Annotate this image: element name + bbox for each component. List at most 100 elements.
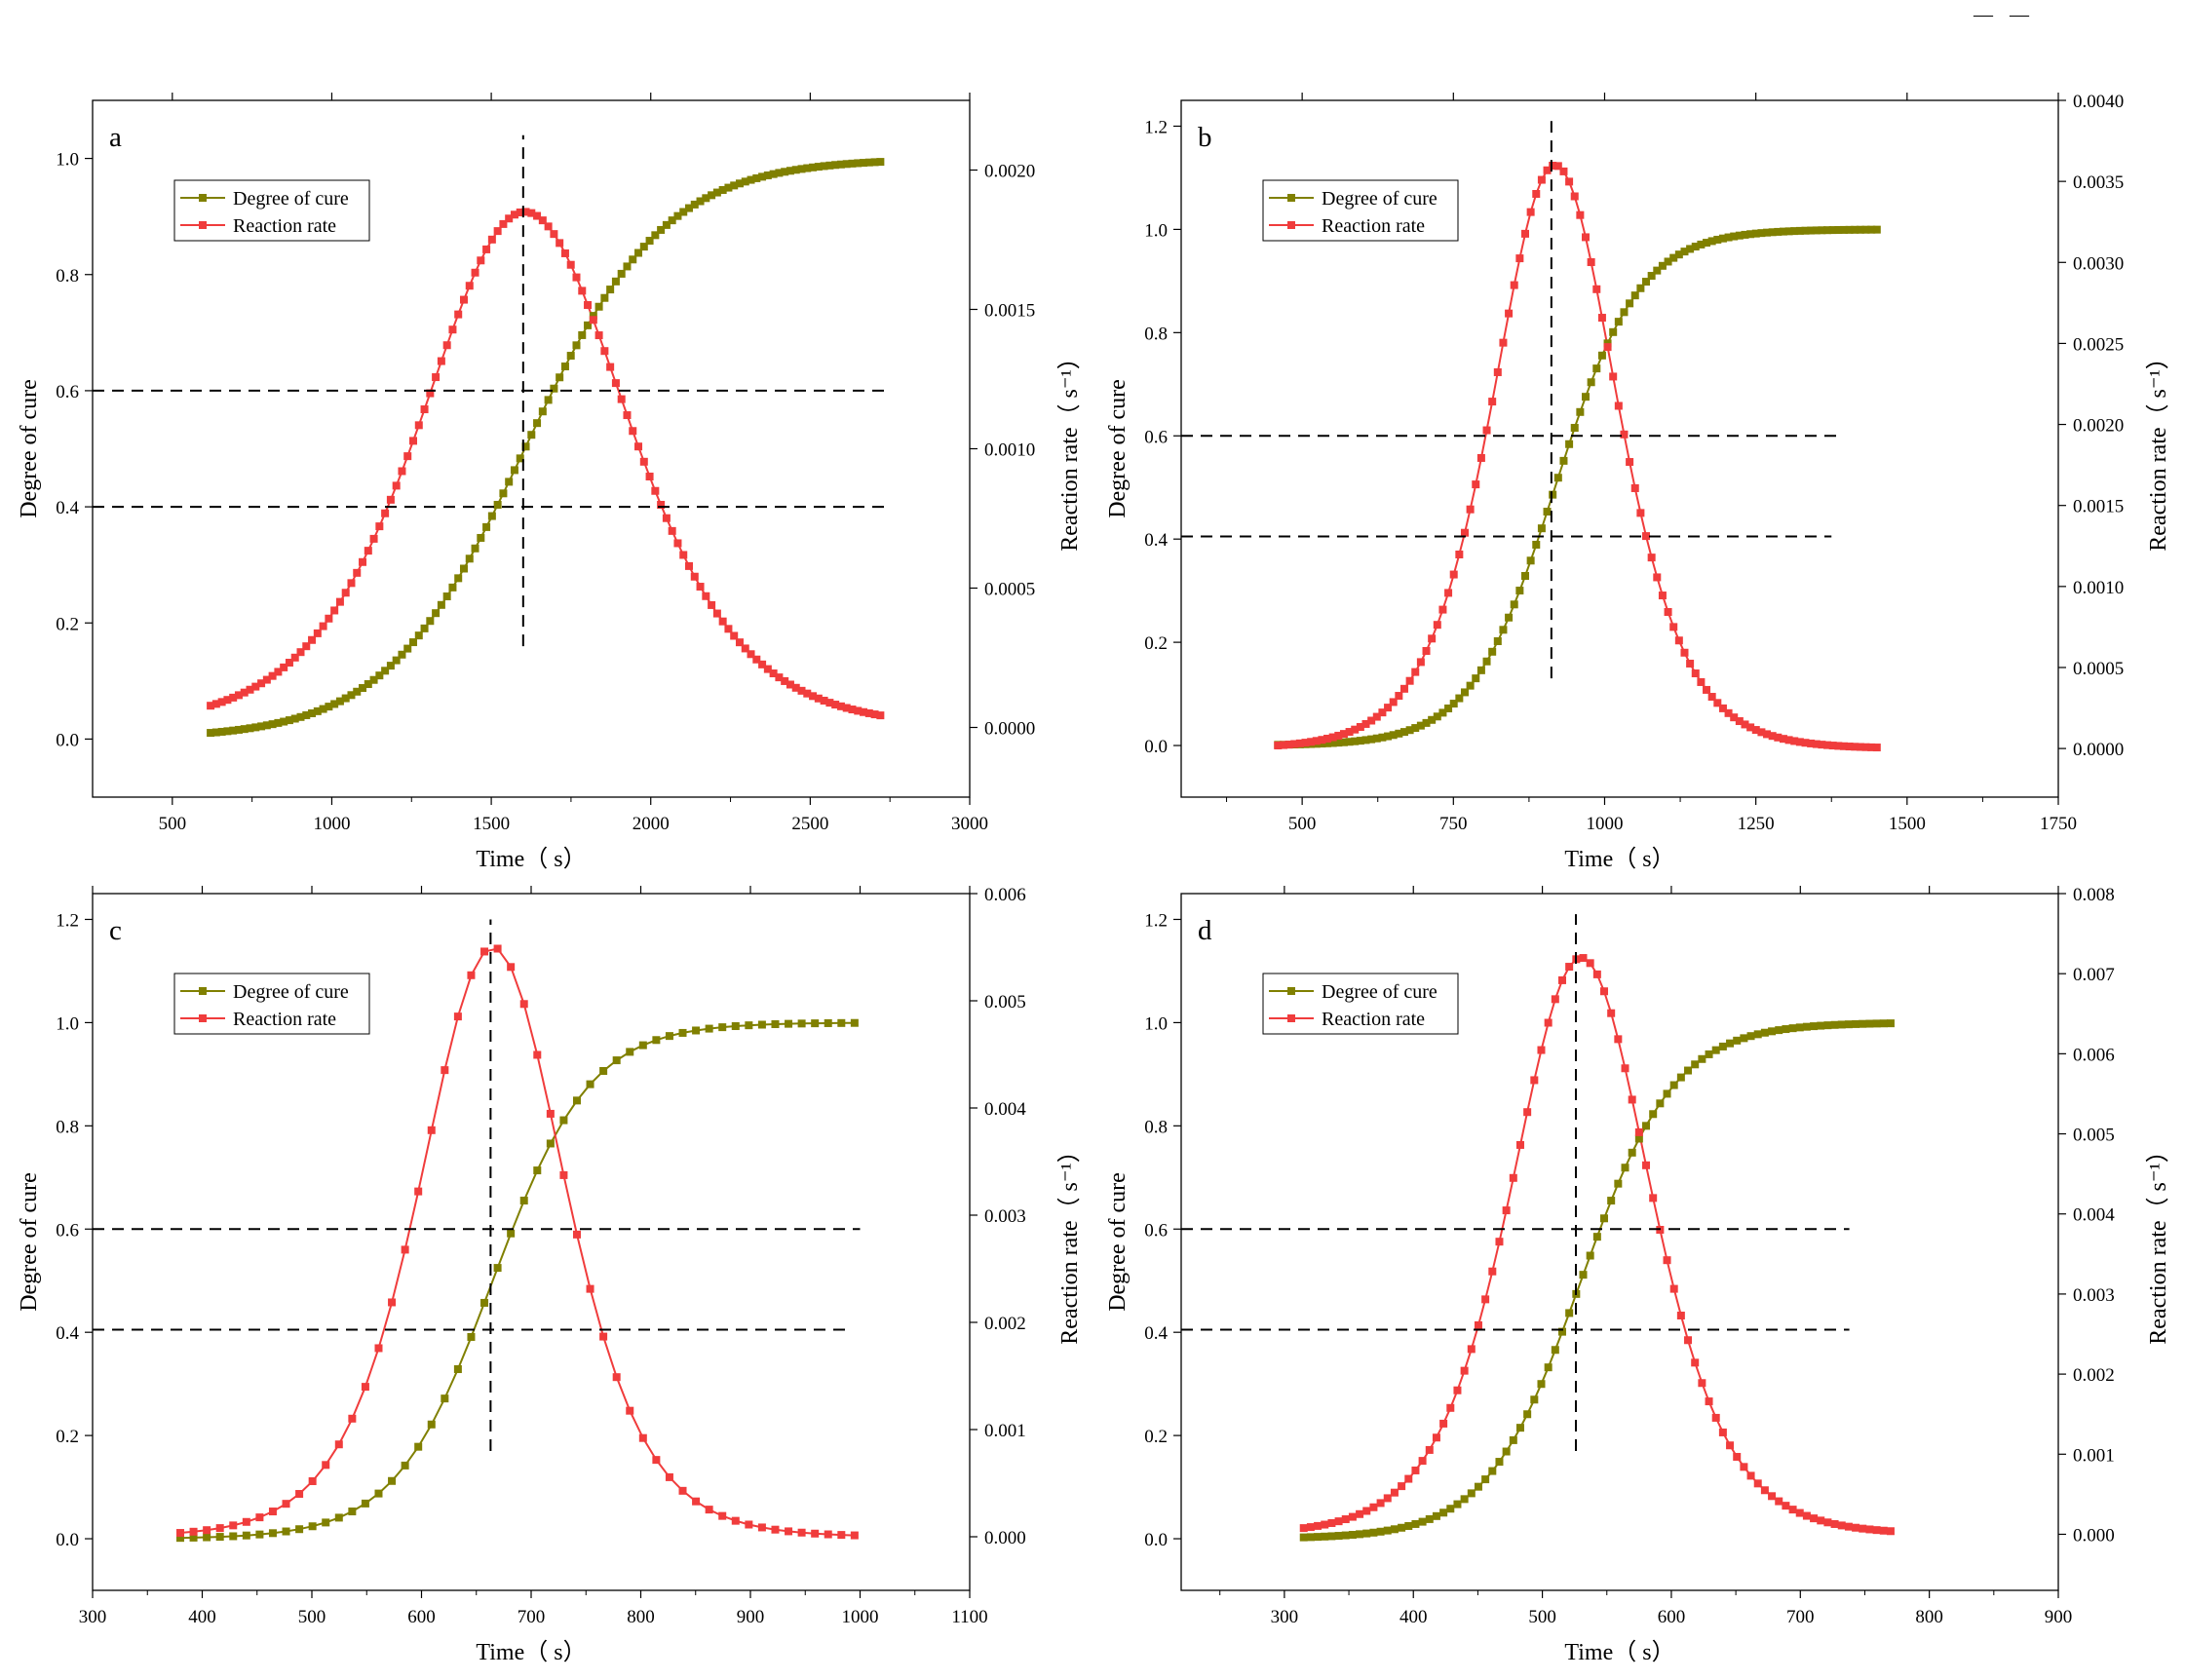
rate-point [803,689,812,698]
cure-point [1369,1528,1378,1537]
rate-point [836,702,845,710]
rate-point [679,551,688,559]
rate-point [480,947,489,956]
cure-point [560,363,569,371]
rate-point [1495,1238,1504,1246]
legend-box [1262,179,1459,242]
rate-point [533,1050,542,1059]
legend-marker [199,1014,207,1022]
cure-point [1328,739,1337,747]
rate-point [1680,648,1689,657]
cure-point [274,718,283,727]
rate-point [280,663,288,671]
rate-point [1557,975,1566,984]
cure-point [1653,266,1662,275]
cure-point [1587,378,1595,387]
cure-point [1537,1380,1546,1389]
cure-point [1718,1042,1727,1050]
legend-label: Reaction rate [1322,215,1425,237]
rate-point [1279,741,1287,749]
cure-point [207,729,215,738]
rate-point [1751,726,1760,735]
cure-point [268,1529,277,1538]
rate-point [848,706,857,714]
rate-point [1488,398,1497,406]
rate-point [1779,735,1787,744]
rate-point [1592,285,1601,293]
rate-point [295,1490,304,1499]
y2-tick-label: 0.000 [2073,1525,2115,1546]
rate-point [1467,1345,1476,1354]
cure-point [572,341,581,350]
x-tick-label: 700 [1786,1607,1815,1627]
cure-point [533,419,542,428]
cure-point [1713,235,1722,244]
cure-point [1782,1025,1790,1034]
rate-point [359,557,367,566]
rate-point [1607,1009,1616,1017]
cure-point [1735,231,1744,240]
rate-point [1348,1512,1357,1521]
rate-point [369,534,378,543]
rate-point [1774,733,1782,742]
rate-point [246,685,254,694]
rate-point [1872,1526,1881,1535]
cure-point [1669,253,1678,262]
cure-point [1680,248,1689,256]
rate-point [364,547,372,555]
rate-point [499,219,508,228]
y-axis-title: Degree of cure [17,379,42,518]
cure-point [1502,1447,1511,1456]
cure-point [538,407,547,416]
x-tick-label: 1500 [473,814,510,834]
cure-point [1751,229,1760,238]
cure-point [1530,1395,1539,1404]
cure-point [864,158,873,167]
y2-tick-label: 0.005 [984,992,1026,1012]
cure-line [210,161,881,735]
cure-point [388,1476,397,1485]
rate-point [215,1524,224,1533]
rate-point [375,522,384,531]
x-tick-label: 750 [1439,814,1468,834]
cure-point [1390,1525,1399,1534]
rate-point [1674,636,1683,645]
cure-point [611,277,620,286]
rate-point [442,341,451,350]
rate-point [467,971,476,979]
y2-tick-label: 0.006 [2073,1045,2115,1065]
rate-point [388,1298,397,1307]
cure-point [747,175,755,184]
cure-point [673,211,682,220]
cure-point [398,650,406,659]
cure-point [1746,1032,1755,1041]
cure-point [1753,1030,1762,1039]
cure-line [1303,1022,1891,1539]
cure-point [1823,1021,1832,1030]
rate-point [453,1012,462,1021]
rate-point [1328,733,1337,742]
rate-point [1544,1018,1552,1027]
rate-point [1828,742,1837,750]
chart-panel-a: 500 1000 1500 2000 2500 3000 0.0 0.2 0.4 0.6 0.8 1.… [17,93,1083,872]
cure-point [685,204,693,212]
cure-point [480,1298,489,1307]
rate-point [1757,728,1766,737]
cure-point [1460,688,1469,697]
rate-point [1399,684,1408,693]
cure-point [308,1522,317,1531]
cure-point [1740,1034,1748,1043]
cure-point [1323,739,1332,747]
cure-point [361,1499,369,1508]
rate-point [1444,589,1453,597]
rate-point [1398,1482,1406,1491]
cure-point [353,687,362,696]
cure-point [482,522,491,531]
rate-point [662,514,671,522]
x-tick-label: 700 [518,1607,546,1627]
rate-point [1301,739,1310,747]
cure-point [820,162,828,171]
y2-tick-label: 0.004 [2073,1205,2115,1226]
rate-point [335,597,344,606]
x-tick-label: 400 [1399,1607,1428,1627]
